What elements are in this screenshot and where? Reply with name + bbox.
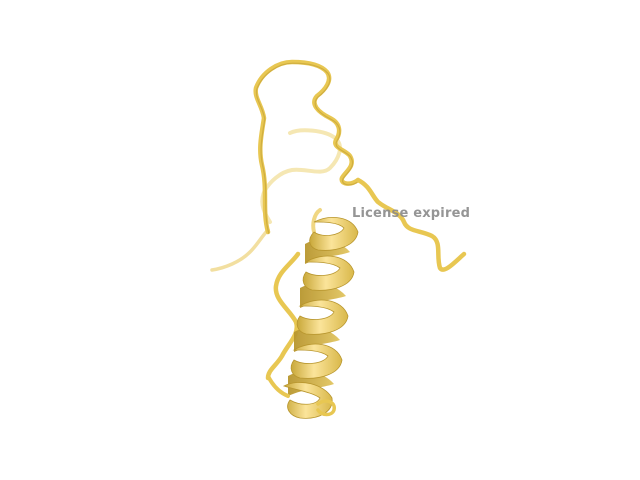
coil-left-strand [265, 251, 301, 381]
alpha-helix [282, 217, 359, 419]
coil-left-tail [210, 228, 270, 272]
coil-back-loop [260, 128, 342, 224]
license-watermark: License expired [352, 206, 471, 221]
coil-bottom-tail [266, 374, 290, 398]
coil-top-loop [253, 59, 361, 235]
coil-upper-connector [311, 208, 322, 234]
coil-right-tail [355, 177, 467, 272]
helix-end-curl [316, 399, 336, 417]
coil-top-loop-shadow [255, 62, 360, 234]
